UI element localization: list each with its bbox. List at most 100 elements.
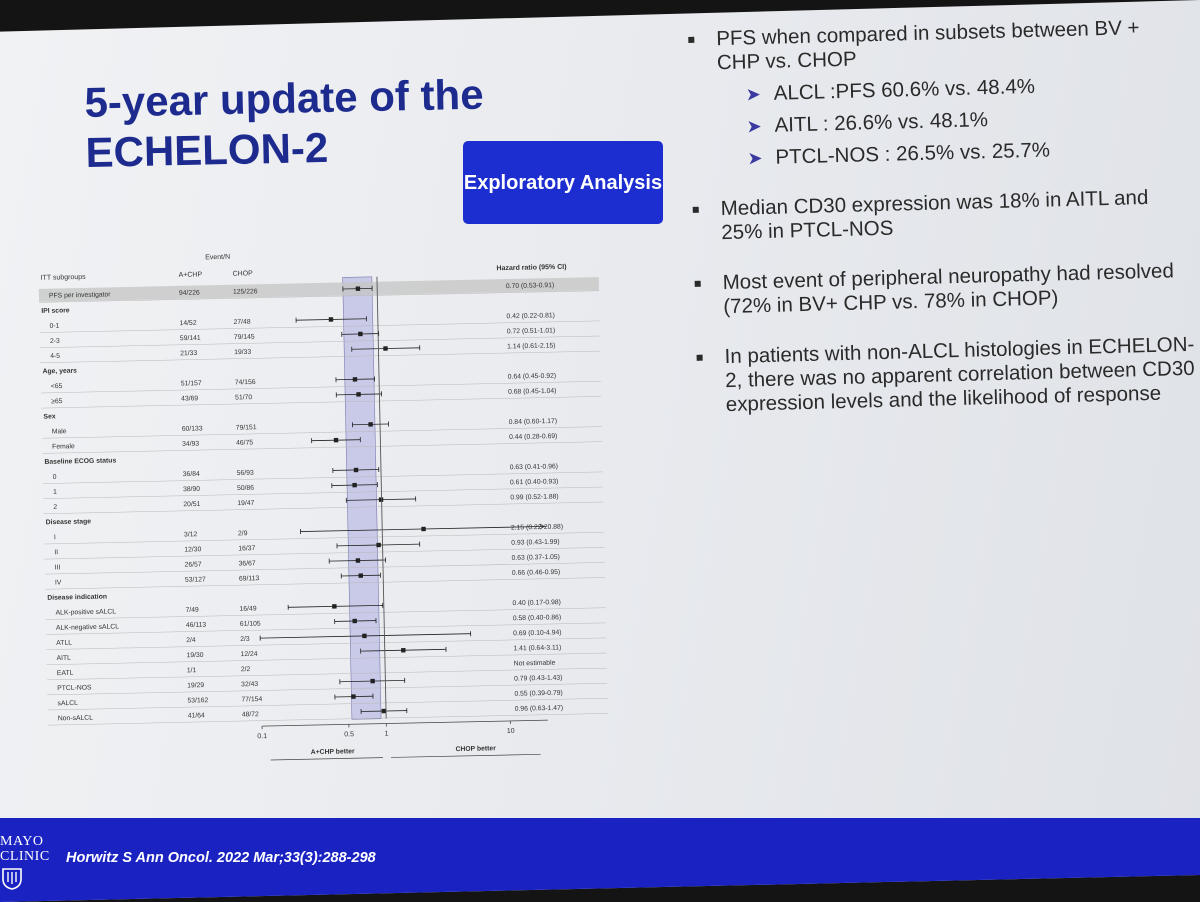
sub-bullet-text: AITL : 26.6% vs. 48.1% [774, 108, 989, 137]
hazard-ratio-point [383, 346, 388, 351]
reference-line-hr-1 [376, 276, 387, 719]
events-chop: 77/154 [241, 696, 262, 703]
hazard-ratio-text: 0.64 (0.45-0.92) [508, 373, 557, 381]
sub-bullet-alcl: ➤ ALCL :PFS 60.6% vs. 48.4% [717, 71, 1187, 107]
arrow-left-icon [270, 757, 384, 761]
subgroup-header-label: Baseline ECOG status [44, 457, 116, 466]
bullet-square-icon [692, 206, 699, 213]
events-a-chp: 41/64 [188, 712, 205, 719]
subgroup-header-label: Disease stage [46, 518, 92, 526]
events-chop: 48/72 [242, 711, 259, 718]
hazard-ratio-text: 0.99 (0.52-1.88) [510, 493, 559, 501]
events-a-chp: 21/33 [180, 350, 197, 357]
hazard-ratio-text: 0.63 (0.37-1.05) [511, 554, 560, 562]
hazard-ratio-point [362, 633, 367, 639]
subgroup-header-label: Sex [43, 413, 55, 420]
row-divider [46, 637, 607, 650]
hazard-ratio-point [378, 497, 384, 502]
events-a-chp: 53/162 [187, 697, 208, 704]
x-axis-line [262, 719, 548, 727]
hazard-ratio-text: 0.69 (0.10-4.94) [513, 629, 562, 637]
hazard-ratio-text: 0.58 (0.40-0.86) [513, 614, 562, 622]
bullet-text: Most event of peripheral neuropathy had … [722, 259, 1175, 319]
row-divider [40, 335, 600, 348]
overall-ci-band [342, 276, 382, 720]
header-arm-a: A+CHP [178, 271, 202, 278]
events-chop: 19/47 [237, 500, 254, 507]
bullet-non-alcl: In patients with non-ALCL histologies in… [694, 333, 1196, 418]
events-chop: 16/37 [238, 545, 255, 552]
ci-truncation-arrow [539, 523, 545, 530]
hazard-ratio-text: 0.40 (0.17-0.98) [512, 599, 561, 607]
events-a-chp: 12/30 [184, 546, 201, 553]
forest-rows: PFS per investigator 94/226 125/226 0.70 (0… [38, 276, 608, 726]
row-divider [47, 698, 608, 711]
sub-bullet-text: ALCL :PFS 60.6% vs. 48.4% [773, 74, 1036, 105]
row-divider [45, 577, 605, 590]
row-divider [43, 486, 604, 499]
hazard-ratio-text: 0.96 (0.63-1.47) [515, 705, 564, 713]
x-tick-label: 0.5 [344, 731, 354, 738]
events-chop: 50/86 [237, 485, 254, 492]
events-chop: 27/48 [233, 319, 250, 326]
hazard-ratio-point [356, 392, 361, 397]
hazard-ratio-point [353, 467, 359, 473]
x-tick-label: 1 [384, 730, 388, 737]
row-divider [42, 441, 603, 454]
subgroup-label: I [54, 534, 56, 541]
row-divider [44, 531, 605, 545]
subgroup-label: sALCL [57, 700, 78, 707]
hazard-ratio-text: 0.93 (0.43-1.99) [511, 539, 560, 547]
subgroup-label: <65 [51, 383, 63, 390]
events-a-chp: 19/30 [186, 652, 203, 659]
events-a-chp: 46/113 [186, 622, 207, 629]
bullet-cd30-expression: Median CD30 expression was 18% in AITL a… [690, 185, 1191, 246]
bullet-text: Median CD30 expression was 18% in AITL a… [720, 185, 1149, 245]
row-divider [39, 320, 600, 333]
row-divider [41, 426, 602, 439]
mayo-clinic-logo-text: MAYO CLINIC [0, 834, 50, 864]
hazard-ratio-point [376, 542, 381, 548]
subgroup-label: 0 [53, 474, 57, 481]
row-divider [45, 607, 606, 620]
subgroup-header-label: IPI score [41, 307, 70, 315]
bullet-neuropathy: Most event of peripheral neuropathy had … [692, 259, 1193, 320]
arrow-right-icon: ➤ [747, 148, 763, 169]
logo-line-2: CLINIC [0, 849, 50, 864]
subgroup-label: Male [52, 428, 67, 435]
events-chop: 16/49 [239, 605, 256, 612]
events-a-chp: 36/84 [183, 471, 200, 478]
hazard-ratio-point [333, 437, 339, 443]
hazard-ratio-text: 1.41 (0.64-3.11) [513, 644, 561, 652]
events-a-chp: 1/1 [187, 667, 197, 674]
x-label-favors-a-chp: A+CHP better [311, 748, 355, 756]
subgroup-label: PFS per investigator [49, 291, 111, 299]
row-divider [40, 381, 601, 394]
slide-title: 5-year update of the ECHELON-2 [84, 70, 485, 176]
sub-bullet-aitl: ➤ AITL : 26.6% vs. 48.1% [718, 103, 1188, 139]
hazard-ratio-text: 0.63 (0.41-0.96) [510, 463, 559, 471]
hazard-ratio-point [421, 526, 426, 532]
hazard-ratio-text: 0.72 (0.51-1.01) [507, 327, 556, 335]
events-a-chp: 2/4 [186, 637, 196, 644]
badge-label: Exploratory Analysis [463, 171, 663, 194]
overall-row-highlight [38, 277, 599, 302]
hazard-ratio-text: 0.55 (0.39-0.79) [514, 690, 563, 698]
row-divider [40, 350, 601, 364]
subgroup-label: II [54, 549, 58, 556]
bullet-pfs-subsets: PFS when compared in subsets between BV … [686, 15, 1190, 172]
events-chop: 56/93 [237, 470, 254, 477]
hazard-ratio-point [368, 422, 373, 427]
bullet-square-icon [694, 280, 701, 287]
forest-plot: Event/N ITT subgroups A+CHP CHOP Hazard … [38, 254, 608, 761]
bullet-text: In patients with non-ALCL histologies in… [724, 332, 1195, 417]
hazard-ratio-point [351, 694, 356, 699]
hazard-ratio-point [401, 647, 406, 653]
row-divider [47, 713, 608, 726]
hazard-ratio-text: 0.84 (0.60-1.17) [509, 418, 558, 426]
sub-bullet-text: PTCL-NOS : 26.5% vs. 25.7% [775, 138, 1051, 169]
events-chop: 79/151 [236, 424, 257, 431]
hazard-ratio-point [355, 286, 361, 291]
hazard-ratio-text: Not estimable [514, 660, 556, 668]
arrow-right-icon: ➤ [746, 116, 762, 137]
